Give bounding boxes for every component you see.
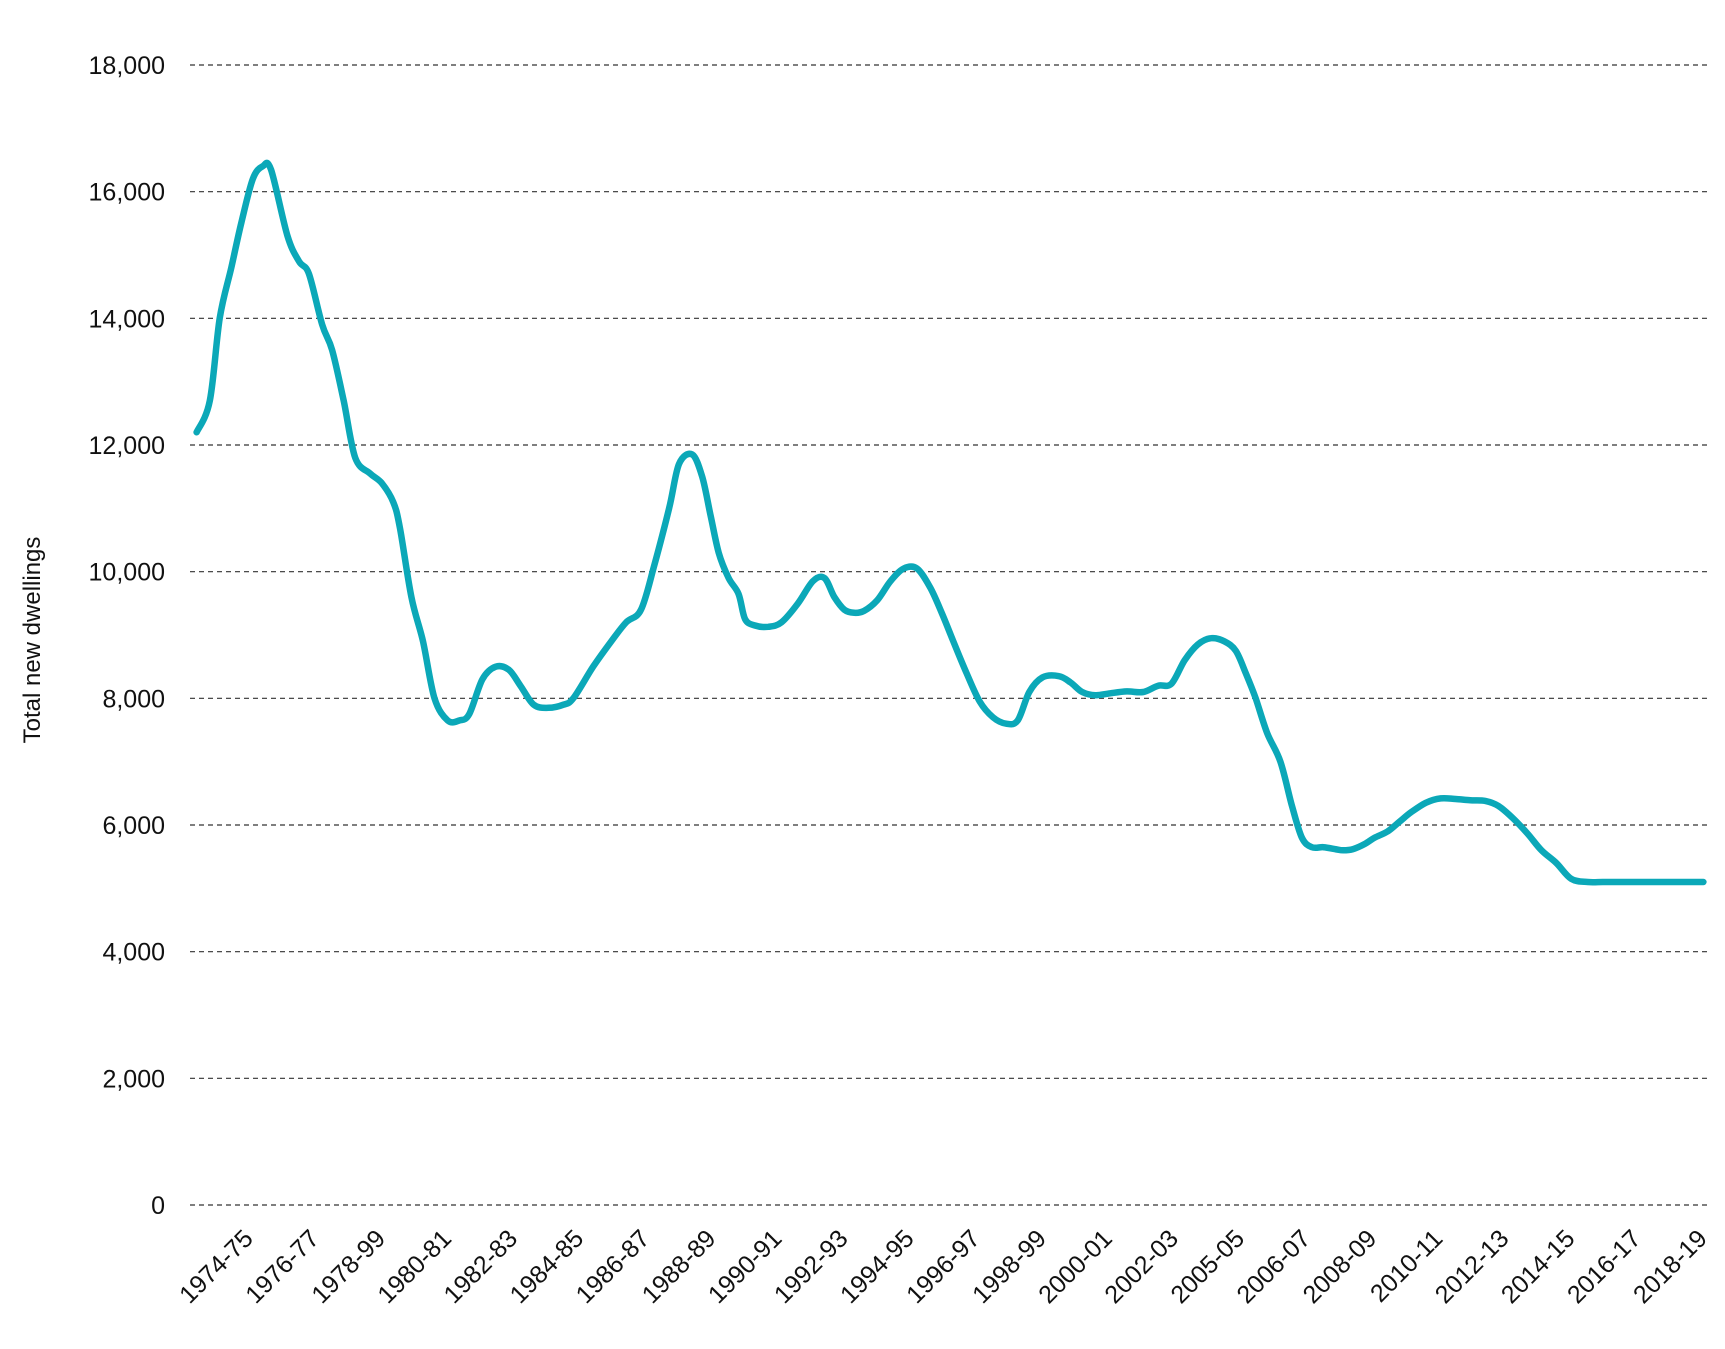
y-axis-title: Total new dwellings xyxy=(19,537,46,744)
y-tick-label: 14,000 xyxy=(89,305,165,333)
y-tick-label: 0 xyxy=(151,1192,165,1220)
y-tick-label: 18,000 xyxy=(89,52,165,80)
series-layer xyxy=(193,159,1707,886)
series-line-0 xyxy=(193,159,1707,886)
y-tick-label: 6,000 xyxy=(102,812,165,840)
x-axis-ticks: 1974-751976-771978-991980-811982-831984-… xyxy=(174,1224,1713,1309)
y-tick-label: 8,000 xyxy=(102,685,165,713)
x-tick-label: 2008-09 xyxy=(1298,1224,1383,1309)
x-tick-label: 2018-19 xyxy=(1628,1224,1713,1309)
y-axis-ticks: 0 2,000 4,000 6,000 8,000 10,000 12,000 14,000 1… xyxy=(89,52,165,1220)
gridlines xyxy=(190,64,1710,1206)
y-tick-label: 10,000 xyxy=(89,559,165,587)
y-tick-label: 4,000 xyxy=(102,939,165,967)
y-tick-label: 16,000 xyxy=(89,179,165,207)
y-tick-label: 12,000 xyxy=(89,432,165,460)
y-tick-label: 2,000 xyxy=(102,1065,165,1093)
